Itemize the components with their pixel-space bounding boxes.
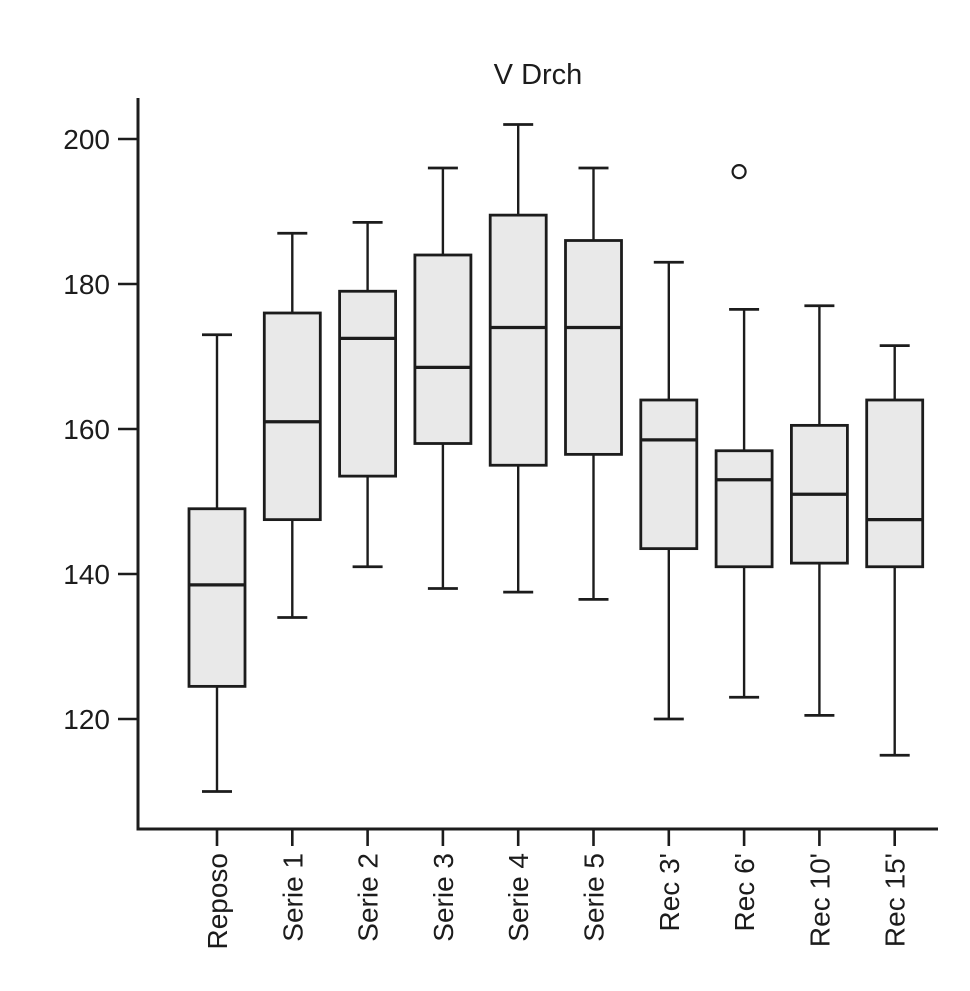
iqr-box [413,253,473,445]
box-rec-15- [865,344,925,757]
axes-layer: 120 140 160 180 200 Reposo Serie 1 Serie 2 Serie… [63,98,938,950]
y-tick-label: 120 [63,704,110,735]
box-serie-3 [413,166,473,590]
x-tick-label: Serie 5 [579,853,610,942]
iqr-box [714,449,774,569]
box-serie-4 [488,123,548,594]
y-tick-label: 160 [63,414,110,445]
x-tick-label: Serie 4 [503,853,534,942]
box-rec-3- [639,260,699,721]
y-tick-label: 140 [63,559,110,590]
y-tick-label: 180 [63,269,110,300]
iqr-box [338,289,398,478]
x-tick-label: Reposo [202,853,233,950]
x-tick-label: Rec 15' [880,853,911,947]
box-rec-10- [790,304,849,717]
boxes-layer [187,123,925,793]
box-serie-5 [564,166,623,601]
iqr-box [187,507,247,688]
x-tick-label: Serie 3 [428,853,459,942]
x-tick-label: Serie 1 [277,853,308,942]
iqr-box [865,398,925,569]
x-tick-label: Rec 6' [729,853,760,932]
iqr-box [262,311,322,522]
iqr-box [488,213,548,467]
box-reposo [187,333,247,793]
box-rec-6- [714,164,774,699]
x-tick-label: Rec 3' [654,853,685,932]
outlier-point [731,164,747,180]
iqr-box [639,398,699,551]
y-tick-label: 200 [63,124,110,155]
x-tick-label: Serie 2 [353,853,384,942]
box-serie-2 [338,220,398,569]
x-tick-label: Rec 10' [804,853,835,947]
iqr-box [564,239,623,456]
chart-title: V Drch [494,59,583,91]
box-serie-1 [262,231,322,619]
